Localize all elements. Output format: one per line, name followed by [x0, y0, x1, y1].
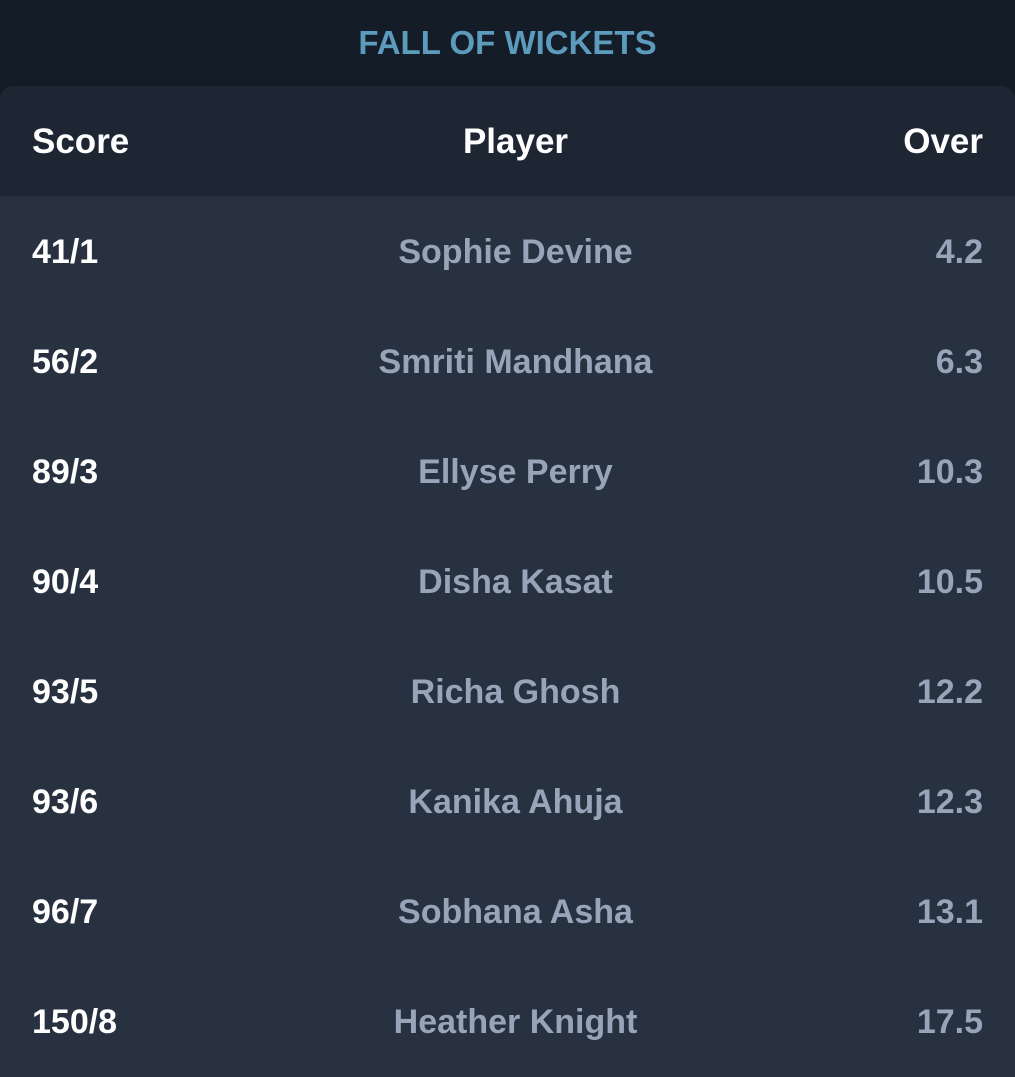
player-cell: Ellyse Perry — [418, 453, 613, 491]
score-cell: 90/4 — [32, 563, 99, 601]
over-cell: 6.3 — [935, 343, 983, 381]
over-cell: 17.5 — [916, 1003, 983, 1041]
table-row: 90/4 Disha Kasat 10.5 — [0, 526, 1015, 636]
table-row: 96/7 Sobhana Asha 13.1 — [0, 856, 1015, 966]
table-row: 93/5 Richa Ghosh 12.2 — [0, 636, 1015, 746]
table-row: 150/8 Heather Knight 17.5 — [0, 966, 1015, 1076]
over-cell: 12.2 — [916, 673, 983, 711]
over-cell: 10.3 — [916, 453, 983, 491]
score-cell: 41/1 — [32, 233, 99, 271]
over-cell: 4.2 — [935, 233, 983, 271]
player-cell: Sobhana Asha — [398, 893, 633, 931]
score-cell: 89/3 — [32, 453, 99, 491]
table-header: Score Player Over — [0, 86, 1015, 196]
score-cell: 96/7 — [32, 893, 99, 931]
player-cell: Sophie Devine — [398, 233, 633, 271]
player-cell: Heather Knight — [393, 1003, 638, 1041]
player-cell: Kanika Ahuja — [408, 783, 623, 821]
over-cell: 10.5 — [916, 563, 983, 601]
player-cell: Disha Kasat — [418, 563, 613, 601]
score-cell: 93/5 — [32, 673, 99, 711]
player-cell: Smriti Mandhana — [378, 343, 653, 381]
table-row: 93/6 Kanika Ahuja 12.3 — [0, 746, 1015, 856]
score-cell: 93/6 — [32, 783, 99, 821]
column-header-score: Score — [32, 122, 130, 161]
player-cell: Richa Ghosh — [410, 673, 621, 711]
over-cell: 12.3 — [916, 783, 983, 821]
over-cell: 13.1 — [916, 893, 983, 931]
section-title: FALL OF WICKETS — [358, 24, 657, 61]
score-cell: 150/8 — [32, 1003, 118, 1041]
table-row: 56/2 Smriti Mandhana 6.3 — [0, 306, 1015, 416]
table-row: 89/3 Ellyse Perry 10.3 — [0, 416, 1015, 526]
column-header-over: Over — [903, 122, 983, 161]
wickets-table: Score Player Over 41/1 Sophie Devine 4.2… — [0, 86, 1015, 1077]
score-cell: 56/2 — [32, 343, 99, 381]
table-row: 41/1 Sophie Devine 4.2 — [0, 196, 1015, 306]
column-header-player: Player — [462, 122, 569, 161]
